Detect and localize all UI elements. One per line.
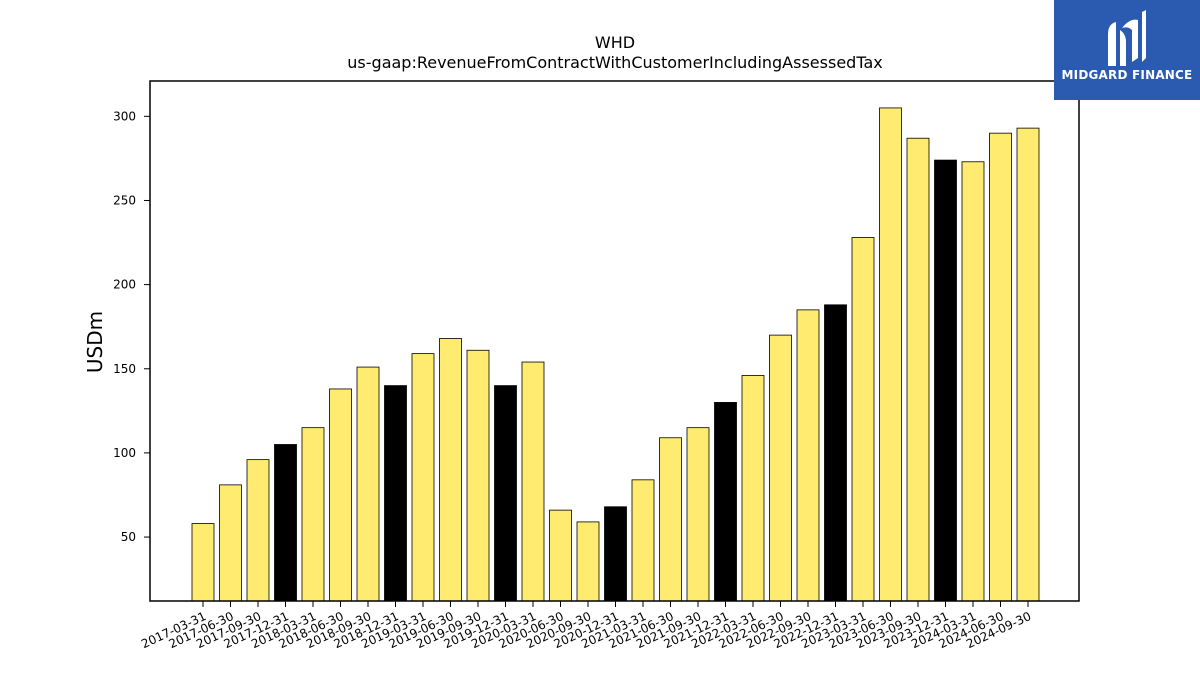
bar-2017-03-31 — [191, 523, 215, 602]
bar-2020-06-30 — [549, 509, 572, 602]
logo-text: MIDGARD FINANCE — [1061, 68, 1193, 82]
y-tick-label: 300 — [113, 109, 136, 123]
bar-2023-09-30 — [906, 137, 930, 602]
bar-2020-09-30 — [576, 521, 600, 602]
bar-2021-09-30 — [686, 427, 710, 602]
bar-2022-06-30 — [769, 334, 792, 602]
x-axis-ticks: 2017-03-312017-06-302017-09-302017-12-31… — [139, 601, 1033, 651]
y-axis-ticks: 50 100 150 200 250 300 — [113, 109, 150, 544]
bar-2019-03-31 — [411, 353, 435, 602]
bar-2019-12-31 — [494, 385, 517, 602]
bar-2017-06-30 — [219, 484, 242, 602]
bar-2024-06-30 — [989, 132, 1012, 602]
y-tick-label: 50 — [121, 530, 136, 544]
chart-subtitle: us-gaap:RevenueFromContractWithCustomerI… — [347, 53, 882, 72]
bar-2023-06-30 — [879, 107, 902, 602]
midgard-logo-icon — [1108, 10, 1146, 66]
y-tick-label: 200 — [113, 278, 136, 292]
bar-2024-03-31 — [961, 161, 985, 602]
bar-2019-09-30 — [466, 349, 490, 602]
bar-2019-06-30 — [439, 338, 462, 602]
bar-2022-03-31 — [741, 375, 765, 602]
bar-2018-12-31 — [384, 385, 407, 602]
bar-2020-12-31 — [604, 506, 627, 602]
midgard-finance-logo: MIDGARD FINANCE — [1054, 0, 1200, 100]
chart-title: WHD — [595, 33, 635, 52]
bar-2021-06-30 — [659, 437, 682, 602]
bar-2021-12-31 — [714, 402, 737, 602]
bar-2024-09-30 — [1016, 127, 1040, 602]
bar-2023-12-31 — [934, 159, 957, 602]
bar-2017-12-31 — [274, 444, 297, 602]
y-tick-label: 250 — [113, 193, 136, 207]
y-tick-label: 100 — [113, 446, 136, 460]
bar-2020-03-31 — [521, 361, 545, 602]
bar-2018-06-30 — [329, 388, 352, 602]
bar-2018-09-30 — [356, 366, 380, 602]
y-tick-label: 150 — [113, 362, 136, 376]
bar-2022-12-31 — [824, 304, 847, 602]
bar-2017-09-30 — [246, 459, 270, 602]
y-axis-label: USDm — [83, 311, 107, 373]
bars-group — [191, 107, 1040, 602]
bar-2022-09-30 — [796, 309, 820, 602]
bar-2021-03-31 — [631, 479, 655, 602]
bar-2018-03-31 — [301, 427, 325, 602]
plot-frame — [149, 80, 1080, 602]
bar-2023-03-31 — [851, 237, 875, 602]
